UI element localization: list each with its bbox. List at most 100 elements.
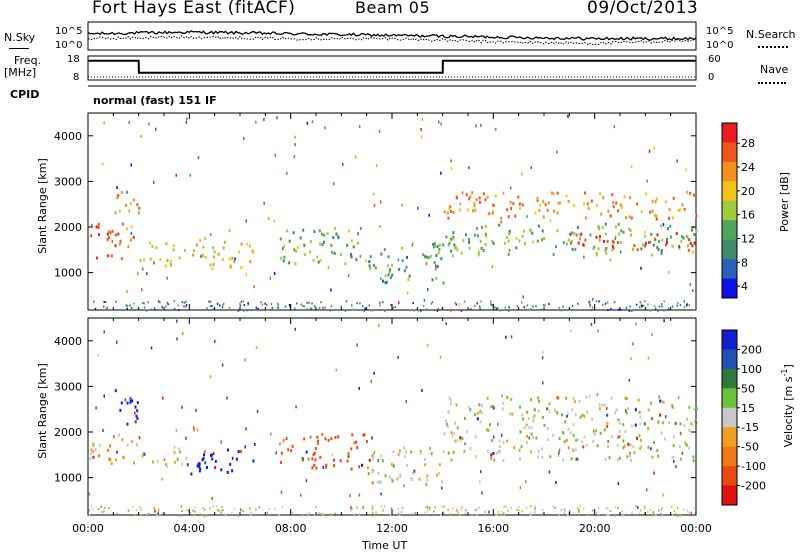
velocity-ground-point — [622, 514, 624, 517]
velocity-cell — [592, 429, 595, 433]
power-ground-point — [526, 304, 529, 307]
power-colorbar-tick-label: 28 — [741, 137, 755, 150]
power-ground-point — [150, 308, 152, 311]
velocity-cell — [371, 470, 374, 474]
velocity-point — [103, 394, 105, 398]
power-ground-point — [420, 309, 422, 312]
power-cell — [492, 203, 495, 207]
velocity-ground-point — [679, 514, 681, 517]
power-cell — [202, 245, 205, 249]
power-ground-point — [302, 305, 304, 308]
velocity-cell — [672, 444, 675, 448]
power-cell — [514, 214, 517, 218]
power-point — [373, 192, 375, 196]
velocity-cell — [659, 413, 662, 417]
power-ground-point — [657, 309, 659, 312]
velocity-ground-point — [248, 507, 251, 510]
power-ground-point — [264, 302, 266, 305]
velocity-point — [664, 415, 667, 419]
power-cell — [645, 192, 648, 196]
power-point — [204, 237, 206, 241]
power-point — [685, 168, 687, 172]
velocity-cell — [214, 466, 217, 470]
power-cell — [116, 196, 119, 200]
power-point — [209, 233, 212, 236]
velocity-cell — [110, 462, 113, 466]
velocity-ground-point — [411, 512, 413, 515]
velocity-point — [596, 393, 599, 397]
velocity-colorbar-cell — [722, 330, 737, 350]
velocity-cell — [185, 456, 188, 460]
velocity-cell — [604, 457, 607, 461]
power-cell — [111, 229, 114, 233]
velocity-point — [138, 436, 141, 440]
velocity-cell — [473, 413, 476, 417]
power-point — [683, 299, 686, 303]
velocity-ground-point — [516, 508, 518, 511]
power-colorbar-tick-label: 20 — [741, 185, 755, 198]
power-cell — [602, 196, 605, 200]
power-cell — [296, 246, 299, 249]
power-cell — [330, 244, 333, 247]
velocity-cell — [114, 389, 117, 393]
velocity-ground-point — [107, 512, 109, 515]
power-cell — [231, 256, 234, 260]
power-cell — [597, 247, 600, 251]
power-cell — [692, 250, 695, 254]
power-point — [274, 153, 276, 157]
velocity-cell — [392, 450, 395, 454]
power-ground-point — [529, 308, 531, 311]
power-point — [253, 285, 255, 289]
power-cell — [570, 231, 573, 235]
power-ground-point — [270, 303, 273, 306]
velocity-ground-point — [484, 511, 486, 514]
velocity-ground-point — [250, 511, 252, 514]
velocity-cell — [683, 423, 686, 427]
velocity-cell — [480, 411, 483, 415]
velocity-cell — [307, 457, 310, 461]
power-cell — [668, 216, 670, 220]
velocity-point — [150, 346, 153, 350]
velocity-cell — [301, 458, 304, 462]
power-cell — [477, 250, 480, 254]
power-cell — [582, 243, 585, 247]
velocity-ground-point — [97, 508, 100, 511]
power-cell — [689, 191, 692, 195]
power-cell — [337, 236, 340, 240]
velocity-cell — [179, 450, 182, 454]
power-ground-point — [330, 305, 333, 308]
power-cell — [598, 238, 601, 242]
power-cell — [380, 252, 383, 256]
velocity-point — [335, 368, 337, 372]
power-cell — [607, 209, 610, 213]
power-ground-point — [216, 302, 219, 305]
power-ground-point — [173, 300, 176, 303]
power-cell — [567, 199, 570, 203]
velocity-ground-point — [104, 506, 106, 509]
velocity-cell — [586, 410, 589, 414]
velocity-ground-point — [541, 509, 544, 511]
power-point — [140, 134, 142, 138]
velocity-point — [426, 344, 429, 347]
power-cell — [312, 258, 315, 262]
velocity-cell — [363, 433, 366, 437]
power-cell — [313, 230, 316, 233]
power-ground-point — [183, 305, 185, 308]
power-ground-point — [221, 306, 224, 309]
power-cell — [649, 240, 652, 244]
velocity-ground-point — [658, 509, 660, 512]
power-cell — [321, 232, 323, 236]
power-ground-point — [686, 303, 688, 306]
power-ground-point — [598, 300, 600, 303]
velocity-ground-point — [136, 509, 138, 512]
velocity-point — [231, 456, 234, 460]
power-point — [427, 288, 429, 292]
power-ground-point — [308, 301, 310, 304]
velocity-cell — [672, 435, 675, 439]
velocity-point — [679, 431, 682, 435]
power-ground-point — [590, 309, 593, 312]
velocity-cell — [430, 452, 433, 456]
power-point — [458, 302, 461, 306]
power-point — [375, 164, 378, 168]
power-cell — [335, 232, 338, 236]
